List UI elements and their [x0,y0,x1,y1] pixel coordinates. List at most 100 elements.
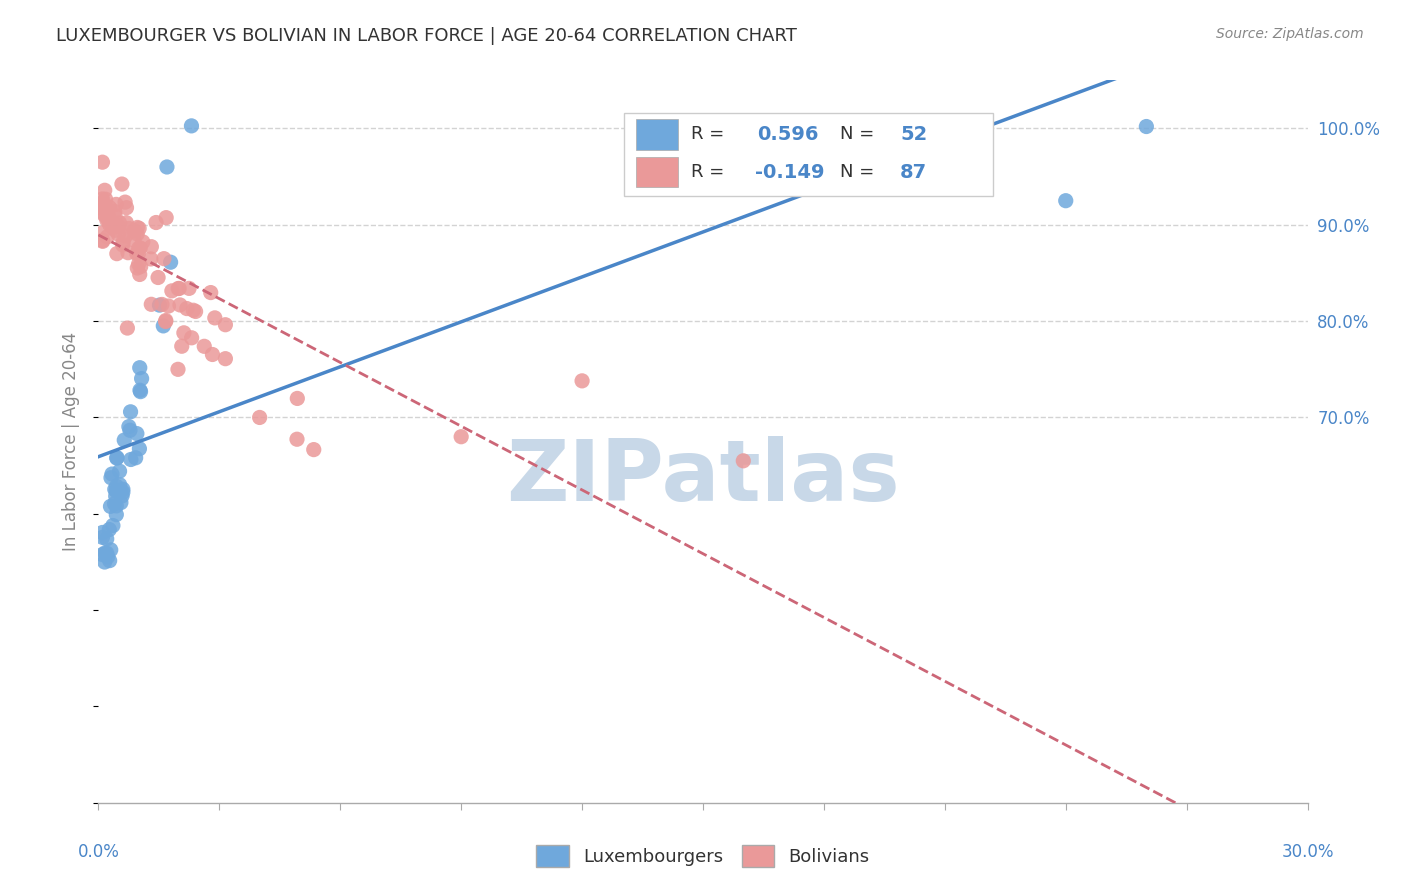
Point [105,499,128,513]
Point [132,235,155,249]
Point [97,549,120,564]
Text: R =: R = [690,163,730,181]
Point [114,229,136,244]
Text: LUXEMBOURGER VS BOLIVIAN IN LABOR FORCE | AGE 20-64 CORRELATION CHART: LUXEMBOURGER VS BOLIVIAN IN LABOR FORCE … [56,27,797,45]
Point [98,218,121,232]
Point [91,234,114,248]
Point [157,299,180,313]
Point [111,238,134,252]
Point [127,246,149,260]
Point [128,442,150,456]
Point [93,208,115,222]
Point [125,426,148,441]
Text: 0.596: 0.596 [758,125,818,144]
Point [201,347,224,361]
Point [117,245,139,260]
FancyBboxPatch shape [624,112,993,196]
Point [110,495,132,509]
Text: R =: R = [690,126,730,144]
Point [91,530,114,544]
Text: ZIPatlas: ZIPatlas [506,436,900,519]
Point [285,432,308,446]
Point [104,489,127,503]
Point [169,298,191,312]
Point [101,467,124,481]
Point [155,315,177,329]
Point [98,523,121,537]
Point [105,450,128,465]
Point [115,216,138,230]
Point [91,155,114,169]
Point [94,546,117,560]
Point [1054,194,1077,208]
Point [110,483,132,498]
Point [122,224,145,238]
Y-axis label: In Labor Force | Age 20-64: In Labor Force | Age 20-64 [62,332,80,551]
Point [101,518,124,533]
Point [107,219,129,233]
Point [150,297,173,311]
Point [105,508,128,522]
Text: -0.149: -0.149 [755,162,824,182]
Point [108,216,131,230]
Point [180,331,202,345]
Point [153,252,176,266]
Point [204,310,226,325]
Point [94,208,117,222]
Point [170,339,193,353]
Point [139,252,162,266]
Point [129,384,152,398]
Point [155,313,177,327]
Point [214,351,236,366]
Point [115,201,138,215]
Point [96,546,118,560]
Point [91,525,114,540]
Point [285,392,308,406]
Point [176,301,198,316]
Text: 52: 52 [900,125,928,144]
Point [128,360,150,375]
Point [167,362,190,376]
Point [117,321,139,335]
Point [120,405,142,419]
Point [111,483,134,497]
Point [105,197,128,211]
Point [214,318,236,332]
Point [167,281,190,295]
Point [124,450,146,465]
Point [100,500,122,514]
Point [155,211,177,225]
Point [105,479,128,493]
Point [129,241,152,255]
Point [128,257,150,271]
Point [91,226,114,240]
Point [302,442,325,457]
Point [193,339,215,353]
Point [215,19,238,33]
Point [98,211,121,226]
Point [167,281,190,295]
Point [91,198,114,212]
Point [104,204,127,219]
Text: N =: N = [839,126,880,144]
Point [108,477,131,491]
Point [100,471,122,485]
Point [733,454,755,468]
Point [91,192,114,206]
Point [129,384,152,399]
Point [200,285,222,300]
Point [120,452,142,467]
Point [173,326,195,340]
Point [112,235,135,249]
Point [105,246,128,260]
Point [177,281,200,295]
Point [129,260,152,274]
Point [98,553,121,567]
Point [104,483,127,497]
Point [93,183,115,197]
Point [104,209,127,223]
Point [128,241,150,255]
Point [148,298,170,312]
Point [91,548,114,562]
Point [107,227,129,242]
